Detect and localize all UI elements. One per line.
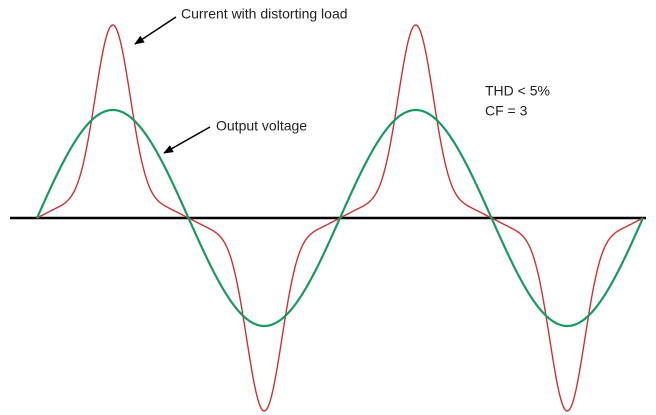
voltage-arrow (163, 126, 211, 154)
thd-label: THD < 5% (485, 83, 550, 99)
cf-label: CF = 3 (485, 103, 528, 119)
current-label: Current with distorting load (181, 6, 348, 22)
current-arrow (134, 16, 177, 45)
voltage-wave (35, 108, 645, 328)
voltage-label: Output voltage (216, 118, 307, 134)
